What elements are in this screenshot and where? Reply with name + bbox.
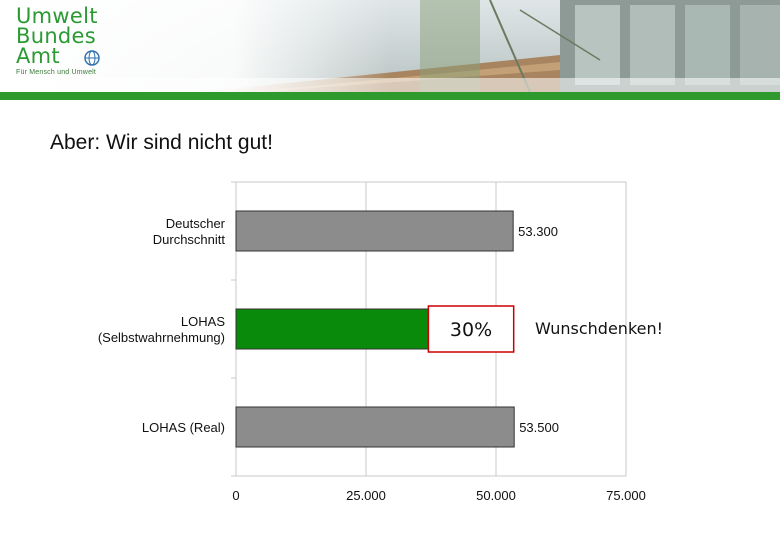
header-divider	[0, 92, 780, 100]
category-label: LOHAS (Real)	[142, 420, 225, 435]
category-label: Deutscher	[166, 216, 226, 231]
x-tick-label: 75.000	[606, 488, 646, 503]
highlight-box	[427, 305, 515, 353]
category-label: LOHAS	[181, 314, 225, 329]
logo: Umwelt Bundes Amt Für Mensch und Umwelt	[16, 4, 100, 76]
x-tick-label: 50.000	[476, 488, 516, 503]
bar	[235, 308, 429, 350]
value-label: 53.300	[518, 224, 558, 239]
bar	[235, 406, 515, 448]
logo-line-2: Bundes	[16, 24, 97, 48]
logo-tagline: Für Mensch und Umwelt	[16, 69, 97, 76]
header-banner: Umwelt Bundes Amt Für Mensch und Umwelt	[0, 0, 780, 92]
x-tick-label: 0	[232, 488, 239, 503]
bar	[235, 210, 514, 252]
category-label: Durchschnitt	[153, 232, 226, 247]
annotation-text: Wunschdenken!	[535, 319, 664, 338]
x-tick-label: 25.000	[346, 488, 386, 503]
logo-line-3: Amt	[16, 44, 60, 68]
page-title: Aber: Wir sind nicht gut!	[50, 131, 273, 154]
value-label: 53.500	[519, 420, 559, 435]
category-label: (Selbstwahrnehmung)	[98, 330, 225, 345]
logo-line-1: Umwelt	[16, 4, 98, 28]
building-photo	[0, 0, 780, 92]
globe-emblem-icon	[84, 50, 100, 66]
highlight-label: 30%	[450, 319, 492, 341]
